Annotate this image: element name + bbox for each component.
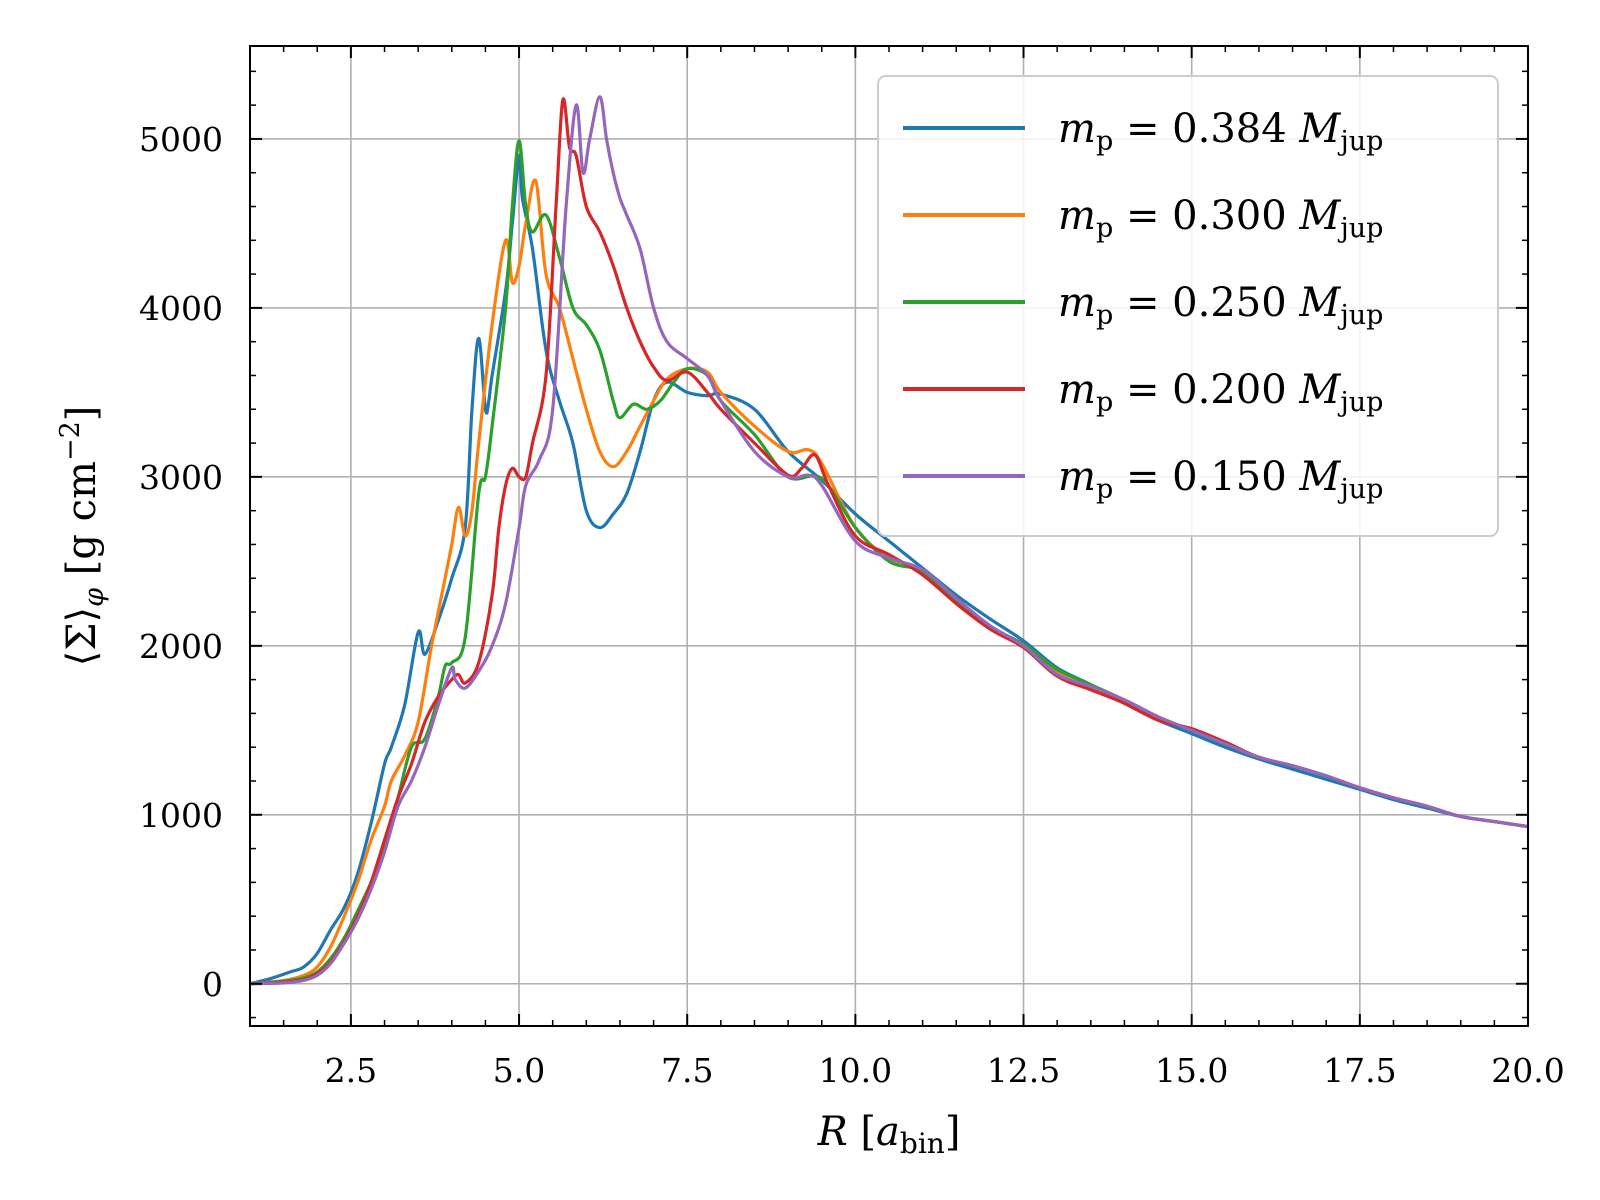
x-tick-label: 12.5 [987,1051,1060,1090]
axis-ticks [249,46,1529,1026]
y-tick-label: 0 [202,965,223,1004]
legend-label: mp = 0.300 Mjup [1058,193,1383,244]
tick-labels: 2.5 5.0 7.5 10.0 12.5 15.0 17.5 20.0 0 1000 2000 30… [139,120,1565,1090]
y-tick-label: 4000 [139,289,223,328]
x-tick-label: 2.5 [325,1051,377,1090]
y-tick-label: 3000 [139,458,223,497]
y-tick-label: 1000 [139,796,223,835]
x-tick-label: 10.0 [819,1051,892,1090]
x-tick-label: 17.5 [1323,1051,1396,1090]
series-line [249,95,1529,986]
x-axis-label: R [abin] [817,1109,961,1160]
y-axis-label: ⟨Σ⟩φ [g cm−2] [55,406,110,667]
legend-box [877,75,1499,537]
series-lines [249,95,1529,986]
x-tick-label: 20.0 [1491,1051,1564,1090]
legend-label: mp = 0.384 Mjup [1058,106,1383,157]
series-line [249,97,1529,986]
legend-label: mp = 0.200 Mjup [1058,367,1383,418]
x-tick-label: 7.5 [661,1051,713,1090]
y-tick-label: 5000 [139,120,223,159]
y-tick-label: 2000 [139,627,223,666]
x-tick-label: 15.0 [1155,1051,1228,1090]
x-tick-label: 5.0 [493,1051,545,1090]
